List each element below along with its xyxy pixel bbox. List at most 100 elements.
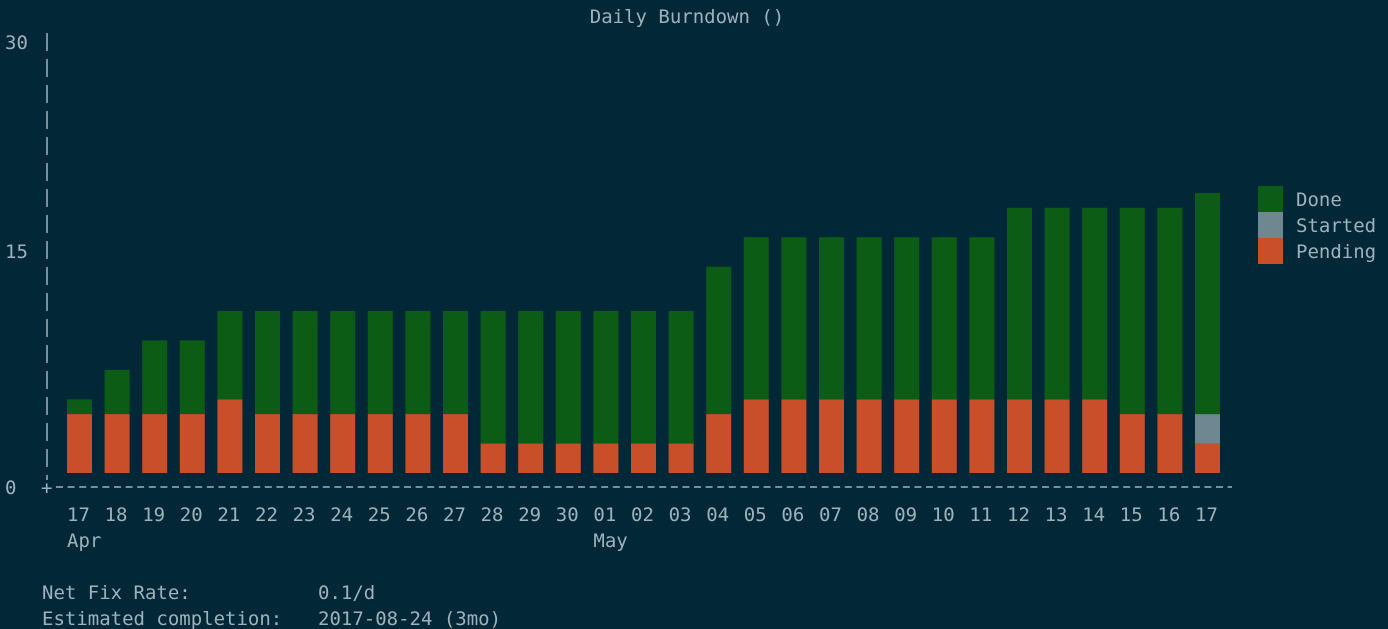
bar-segment-pending (894, 399, 920, 473)
x-tick-label: 06 (781, 504, 804, 526)
x-tick-label: 13 (1045, 504, 1068, 526)
legend-label-done: Done (1296, 189, 1342, 211)
x-tick-label: 08 (857, 504, 880, 526)
y-tick-label: 15 (5, 241, 28, 263)
x-tick-label: 19 (142, 504, 165, 526)
bars-group (67, 193, 1220, 473)
y-tick-label: 0 (5, 477, 16, 499)
bar-segment-pending (781, 399, 807, 473)
x-tick-label: 05 (744, 504, 767, 526)
bar-segment-done (217, 310, 243, 400)
bar-segment-done (706, 266, 732, 415)
x-tick-label: 27 (443, 504, 466, 526)
bar-segment-pending (555, 443, 581, 473)
x-tick-label: 11 (969, 504, 992, 526)
bar-segment-done (179, 340, 205, 415)
bar-segment-pending (706, 414, 732, 473)
bar-segment-done (894, 237, 920, 400)
bar-segment-done (255, 310, 280, 415)
bar-segment-pending (631, 443, 656, 473)
legend: Done Started Pending (1258, 186, 1376, 264)
bar-segment-done (1157, 207, 1183, 415)
bar-segment-pending (1195, 443, 1220, 473)
x-tick-label: 12 (1007, 504, 1030, 526)
net-fix-rate-value: 0.1/d (318, 582, 375, 604)
x-tick-label: 30 (556, 504, 579, 526)
bar-segment-pending (104, 414, 130, 473)
bar-segment-pending (142, 414, 168, 473)
legend-label-started: Started (1296, 215, 1376, 237)
bar-segment-done (443, 310, 468, 415)
y-tick-label: 30 (5, 32, 28, 54)
bar-segment-pending (443, 414, 468, 473)
bar-segment-done (631, 310, 656, 444)
bar-segment-done (969, 237, 995, 400)
estimated-completion-label: Estimated completion: (42, 608, 282, 629)
bar-segment-done (668, 310, 694, 444)
x-tick-label: 09 (894, 504, 917, 526)
x-tick-label: 07 (819, 504, 842, 526)
bar-segment-pending (1007, 399, 1032, 473)
x-tick-label: 22 (255, 504, 278, 526)
bar-segment-pending (819, 399, 844, 473)
bar-segment-pending (217, 399, 243, 473)
bar-segment-done (480, 310, 506, 444)
bar-segment-pending (969, 399, 995, 473)
axis-origin: + (41, 477, 52, 499)
x-tick-label: 03 (669, 504, 692, 526)
chart-title: Daily Burndown () (590, 6, 784, 28)
bar-segment-pending (1119, 414, 1145, 473)
bar-segment-pending (405, 414, 431, 473)
net-fix-rate-label: Net Fix Rate: (42, 582, 191, 604)
x-tick-label: 23 (293, 504, 316, 526)
x-tick-label: 10 (932, 504, 955, 526)
bar-segment-done (67, 399, 92, 415)
bar-segment-done (367, 310, 393, 415)
bar-segment-pending (593, 443, 619, 473)
bar-segment-done (819, 237, 844, 400)
bar-segment-pending (856, 399, 882, 473)
x-tick-label: 21 (217, 504, 240, 526)
bar-segment-pending (518, 443, 544, 473)
x-tick-label: 26 (405, 504, 428, 526)
legend-swatch-started (1258, 212, 1283, 238)
x-tick-label: 02 (631, 504, 654, 526)
month-label: Apr (67, 530, 101, 552)
bar-segment-pending (67, 414, 92, 473)
bar-segment-pending (330, 414, 356, 473)
bar-segment-pending (743, 399, 769, 473)
bar-segment-started (1195, 414, 1220, 444)
bar-segment-pending (931, 399, 957, 473)
legend-swatch-pending (1258, 238, 1283, 264)
x-tick-label: 16 (1157, 504, 1180, 526)
x-tick-label: 18 (105, 504, 128, 526)
bar-segment-done (104, 369, 130, 415)
bar-segment-pending (292, 414, 318, 473)
x-tick-labels: 17 18 19 20 21 22 23 24 25 26 27 28 29 30 01 02 03 04 05 06… (67, 504, 1218, 552)
bar-segment-pending (1044, 399, 1070, 473)
x-tick-label: 04 (706, 504, 729, 526)
bar-segment-done (518, 310, 544, 444)
x-tick-label: 15 (1120, 504, 1143, 526)
x-tick-label: 17 (67, 504, 90, 526)
bar-segment-done (292, 310, 318, 415)
bar-segment-pending (255, 414, 280, 473)
legend-swatch-done (1258, 186, 1283, 212)
bar-segment-done (405, 310, 431, 415)
bar-segment-done (781, 237, 807, 400)
bar-segment-done (1195, 193, 1220, 415)
x-tick-label: 28 (481, 504, 504, 526)
bar-segment-pending (367, 414, 393, 473)
estimated-completion-value: 2017-08-24 (3mo) (318, 608, 501, 629)
bar-segment-pending (480, 443, 506, 473)
x-tick-label: 17 (1195, 504, 1218, 526)
bar-segment-done (931, 237, 957, 400)
bar-segment-done (1119, 207, 1145, 415)
bar-segment-pending (179, 414, 205, 473)
bar-segment-done (1082, 207, 1108, 400)
bar-segment-pending (668, 443, 694, 473)
x-tick-label: 24 (330, 504, 353, 526)
bar-segment-done (142, 340, 168, 415)
bar-segment-done (1007, 207, 1032, 400)
